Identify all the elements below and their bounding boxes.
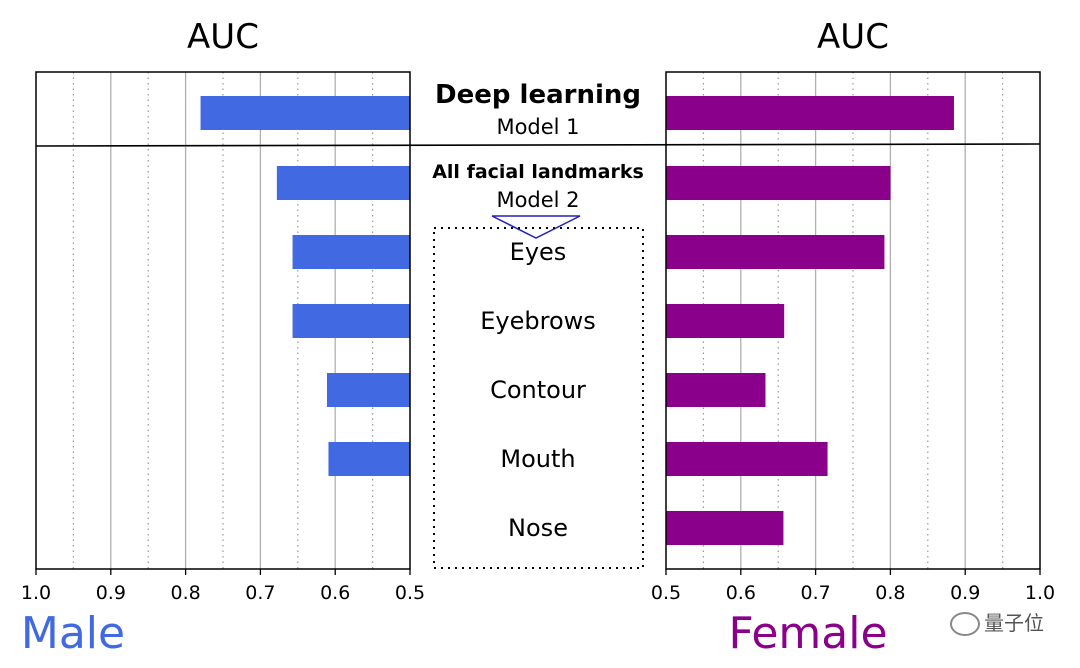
- bar-male-3: [292, 304, 410, 338]
- bar-female-2: [666, 235, 885, 269]
- pointer-triangle: [491, 215, 581, 239]
- tick-label: 0.9: [96, 582, 126, 604]
- bar-female-4: [666, 373, 766, 407]
- subregion-box: [433, 227, 644, 569]
- tick-label: 0.8: [170, 582, 200, 604]
- category-label: Model 2: [496, 188, 579, 212]
- tick-label: 1.0: [21, 582, 51, 604]
- tick-label: 0.7: [245, 582, 275, 604]
- bar-male-5: [328, 442, 410, 476]
- frame-layer: [35, 71, 1041, 575]
- watermark: 量子位: [950, 607, 1044, 636]
- group-label: All facial landmarks: [432, 161, 644, 183]
- tick-label: 0.8: [875, 582, 905, 604]
- axis-title: AUC: [187, 17, 259, 57]
- chat-bubble-icon: [950, 612, 980, 636]
- category-label: Mouth: [500, 445, 575, 473]
- group-divider: [35, 143, 1041, 147]
- category-label: Eyebrows: [480, 307, 596, 335]
- group-label: Deep learning: [435, 80, 641, 110]
- bar-male-4: [326, 373, 410, 407]
- tick-label: 1.0: [1025, 582, 1055, 604]
- panel-frame: [665, 71, 1041, 570]
- tick-label: 0.5: [395, 582, 425, 604]
- bar-female-1: [666, 166, 891, 200]
- tick-label: 0.6: [726, 582, 756, 604]
- watermark-text: 量子位: [984, 610, 1044, 635]
- category-label: Eyes: [510, 238, 567, 266]
- tick-label: 0.5: [651, 582, 681, 604]
- bar-male-1: [276, 166, 410, 200]
- panel-name: Male: [21, 608, 125, 659]
- category-label: Contour: [490, 376, 586, 404]
- tick-label: 0.9: [950, 582, 980, 604]
- bar-male-2: [292, 235, 410, 269]
- bar-male-0: [200, 96, 410, 130]
- panel-frame: [35, 71, 411, 570]
- panel-name: Female: [728, 608, 887, 659]
- category-label: Nose: [508, 514, 568, 542]
- axis-title: AUC: [817, 17, 889, 57]
- category-label: Model 1: [496, 115, 579, 139]
- tick-label: 0.7: [800, 582, 830, 604]
- bar-female-5: [666, 442, 828, 476]
- bar-female-6: [666, 511, 784, 545]
- tick-label: 0.6: [320, 582, 350, 604]
- bar-female-3: [666, 304, 785, 338]
- text-layer: 0.5 0.6 0.7 0.8 0.9 1.0 AUC Male 0.5 0.6 0.7 0.8 0.9…: [21, 17, 1055, 659]
- bars-layer: [200, 96, 954, 545]
- bar-female-0: [666, 96, 954, 130]
